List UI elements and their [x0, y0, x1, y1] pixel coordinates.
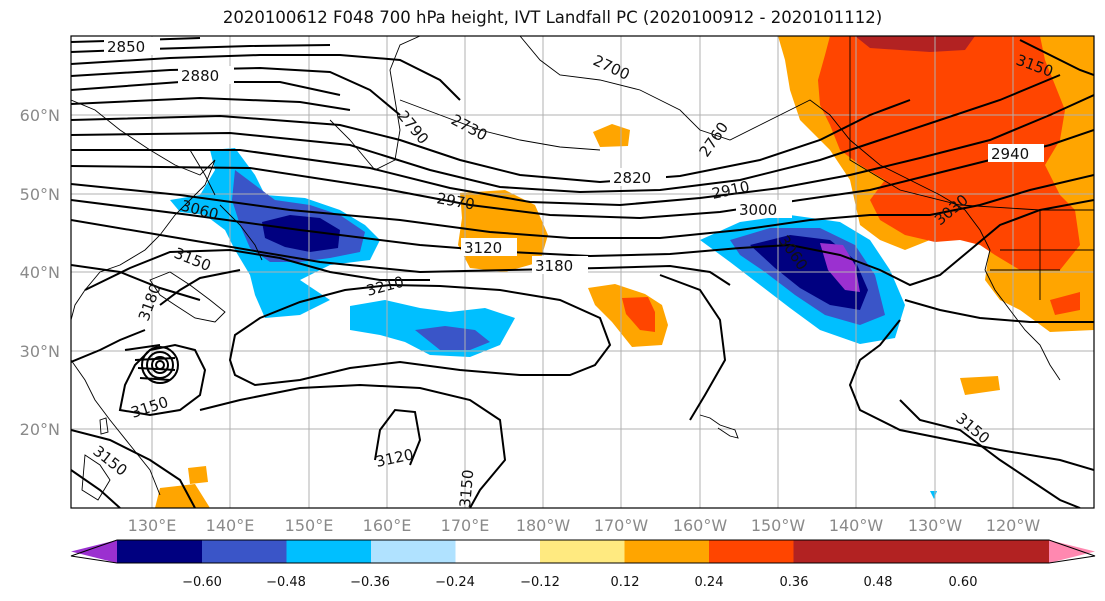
ivt-positive-orange-sw: [155, 484, 210, 508]
lat-label: 50°N: [20, 185, 60, 204]
colorbar-tick-label: −0.36: [350, 575, 390, 590]
coast-hawaii: [699, 414, 739, 439]
ivt-negative-royal-subtropic: [415, 326, 490, 350]
lat-label: 30°N: [20, 342, 60, 361]
colorbar-ticks: −0.60 −0.48 −0.36 −0.24 −0.12 0.12 0.24 …: [182, 575, 977, 590]
lon-label: 140°W: [829, 516, 884, 535]
lon-label: 130°E: [128, 516, 177, 535]
lon-axis: 130°E 140°E 150°E 160°E 170°E 180°W 170°…: [128, 516, 1041, 535]
colorbar-swatch: [117, 540, 202, 563]
colorbar-tick-label: −0.48: [266, 575, 306, 590]
lon-label: 120°W: [986, 516, 1041, 535]
colorbar-outline: [70, 539, 1096, 564]
colorbar-tick-label: −0.24: [435, 575, 475, 590]
coast-us-states: [990, 210, 1094, 300]
colorbar: −0.60 −0.48 −0.36 −0.24 −0.12 0.12 0.24 …: [70, 539, 1096, 590]
contour-label: 3180: [535, 257, 573, 275]
map-panel: 2850 2880 2730 2700 2790 2760 2820 2910 …: [70, 35, 1095, 509]
coast-philippines: [81, 454, 111, 501]
colorbar-swatch: [71, 540, 117, 563]
ivt-positive-orange-sw2: [188, 466, 208, 484]
lon-label: 180°W: [516, 516, 571, 535]
coast-taiwan: [99, 417, 109, 435]
colorbar-tick-label: −0.60: [182, 575, 222, 590]
contour-label: 3150: [456, 469, 477, 509]
coast-china-south: [71, 359, 161, 496]
colorbar-tick-label: 0.36: [780, 575, 809, 590]
coast-canada-border: [849, 36, 1094, 211]
lon-label: 160°W: [673, 516, 728, 535]
contour-label: 2820: [613, 169, 651, 187]
lon-label: 170°W: [594, 516, 649, 535]
colorbar-tick-label: 0.24: [695, 575, 724, 590]
colorbar-swatches: [71, 540, 1095, 563]
lon-label: 150°E: [285, 516, 334, 535]
contour-label: 3000: [739, 201, 777, 219]
colorbar-tick-label: 0.12: [611, 575, 640, 590]
contour-label: 2940: [991, 145, 1029, 163]
lon-label: 130°W: [908, 516, 963, 535]
coast-aleutians: [399, 99, 601, 151]
lat-label: 20°N: [20, 420, 60, 439]
ivt-positive-orangered-coast: [1050, 292, 1080, 315]
lat-axis: 60°N 50°N 40°N 30°N 20°N: [20, 106, 60, 439]
colorbar-tick-label: −0.12: [520, 575, 560, 590]
coastlines: [71, 36, 1094, 501]
colorbar-swatch: [709, 540, 794, 563]
colorbar-swatch: [624, 540, 709, 563]
lat-label: 60°N: [20, 106, 60, 125]
colorbar-swatch: [540, 540, 625, 563]
colorbar-tick-label: 0.48: [864, 575, 893, 590]
contour-label: 2850: [107, 38, 145, 56]
ivt-positive-orangered-subtropic: [622, 297, 655, 332]
contour-label: 3120: [464, 239, 502, 257]
colorbar-swatch: [202, 540, 287, 563]
coast-east-asia: [71, 99, 216, 321]
ivt-negative-navy-west: [262, 215, 340, 252]
lon-label: 150°W: [751, 516, 806, 535]
contour-label: 2880: [181, 67, 219, 85]
map-frame: [70, 35, 1095, 509]
ivt-positive-orange-east: [960, 376, 1000, 395]
coast-sakhalin: [189, 149, 216, 196]
coast-kamchatka: [329, 36, 421, 171]
colorbar-swatch: [371, 540, 456, 563]
colorbar-swatch: [793, 540, 1049, 563]
lon-label: 140°E: [206, 516, 255, 535]
ivt-negative-violet-east: [820, 243, 860, 292]
lon-label: 160°E: [363, 516, 412, 535]
ivt-positive-firebrick-ne: [855, 36, 975, 52]
colorbar-swatch: [286, 540, 371, 563]
coast-alaska: [519, 36, 1061, 381]
lat-label: 40°N: [20, 263, 60, 282]
colorbar-swatch: [1049, 540, 1095, 563]
colorbar-swatch: [455, 540, 540, 563]
colorbar-tick-label: 0.60: [949, 575, 978, 590]
map-title: 2020100612 F048 700 hPa height, IVT Land…: [222, 8, 883, 27]
lon-label: 170°E: [441, 516, 490, 535]
